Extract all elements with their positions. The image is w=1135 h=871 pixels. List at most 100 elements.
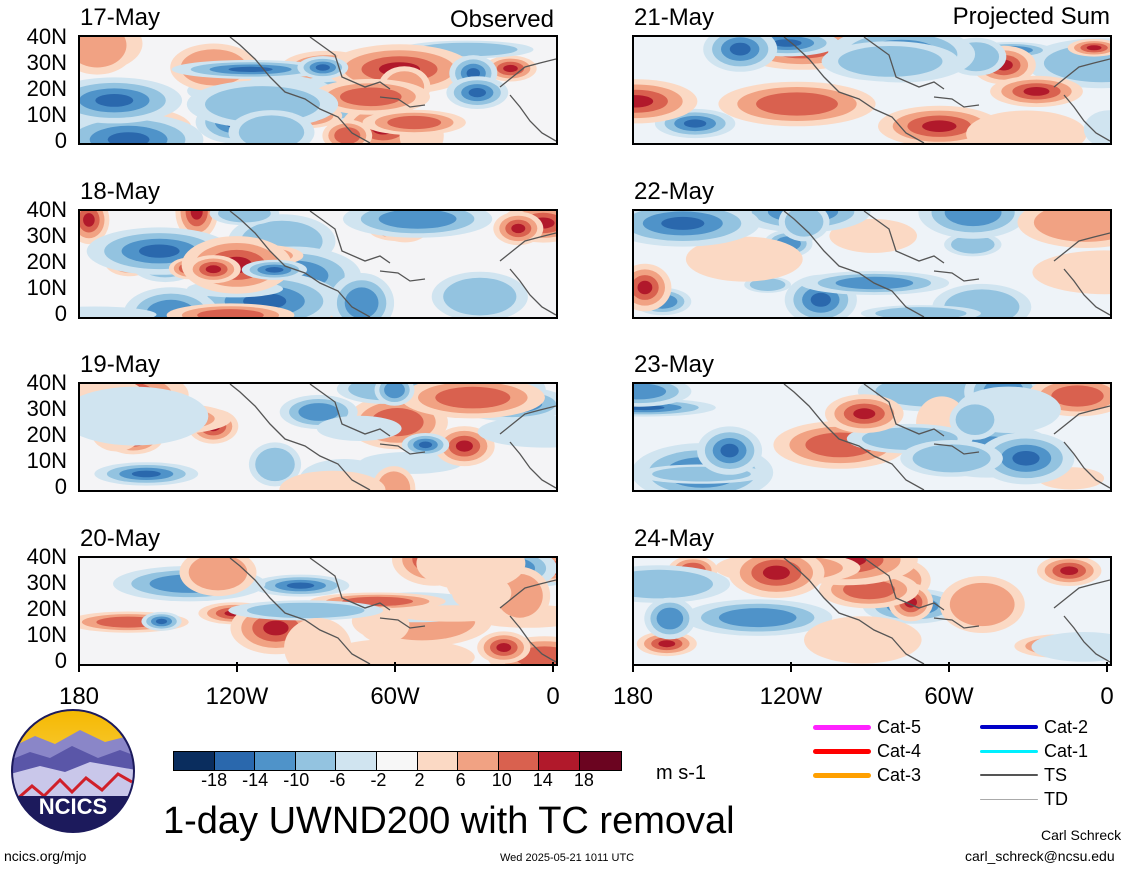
colorbar-swatch [417,752,459,770]
y-label: 0 [54,301,67,326]
coastline [499,579,556,609]
colorbar-swatch [214,752,256,770]
y-label: 20N [26,249,67,274]
legend-line [980,749,1038,753]
negative-anomaly [155,618,168,625]
negative-anomaly [784,211,824,237]
y-label: 40N [26,370,67,395]
coastline [863,211,945,264]
positive-anomaly [685,236,803,282]
map-panel-23-may [632,382,1112,492]
legend-item: TS [980,764,1067,786]
legend-line [980,774,1038,776]
units-label: m s-1 [656,762,706,784]
anomaly-field [80,558,556,664]
positive-anomaly [377,471,411,490]
x-tick [632,662,634,672]
legend-label: Cat-3 [877,764,922,785]
anomaly-field [634,211,1110,317]
positive-anomaly [511,223,526,234]
positive-anomaly [340,87,402,107]
y-label: 40N [26,544,67,569]
positive-anomaly [853,408,876,420]
y-label: 10N [26,275,67,300]
positive-anomaly [334,127,361,143]
positive-anomaly [804,616,922,664]
coastline [783,37,925,143]
x-label: 120W [759,683,823,710]
coastline [1053,405,1110,435]
positive-anomaly [1051,385,1104,407]
positive-anomaly [190,211,203,220]
author: Carl Schreck [1041,827,1122,843]
map-panel-20-may [78,556,558,666]
negative-anomaly [139,244,180,258]
main-title: 1-day UWND200 with TC removal [163,800,735,842]
y-label: 20N [26,76,67,101]
colorbar-swatch [498,752,540,770]
coastline [509,615,556,663]
email: carl_schreck@ncsu.edu [965,848,1115,864]
negative-anomaly [316,415,402,441]
negative-anomaly [246,602,365,619]
positive-anomaly [197,309,264,317]
coastline [379,443,426,455]
coastline [309,558,391,611]
coastline [1063,615,1110,663]
positive-anomaly [435,386,511,409]
anomaly-field [80,211,556,317]
legend-line [813,748,871,754]
negative-anomaly [656,607,684,630]
positive-anomaly [1033,211,1110,242]
coastline [863,384,945,437]
colorbar-swatch [458,752,499,770]
positive-anomaly [922,120,957,132]
colorbar-tick-label: -14 [242,770,269,790]
x-tick [78,662,80,672]
coastline [1053,579,1110,609]
negative-anomaly [955,404,995,435]
negative-anomaly [1031,632,1110,662]
negative-anomaly [718,608,797,628]
positive-anomaly [949,582,1015,627]
positive-anomaly [1086,45,1102,51]
coastline [783,558,925,664]
positive-anomaly [496,643,512,652]
legend-item: Cat-2 [980,716,1088,738]
anomaly-field [80,37,556,143]
positive-anomaly [756,92,838,116]
negative-anomaly [772,39,802,47]
panel-date: 24-May [634,525,715,552]
negative-anomaly [875,307,967,317]
coastline [499,58,556,88]
y-label: 10N [26,448,67,473]
colorbar-tick-label: -2 [370,770,387,790]
anomaly-field [634,37,1110,143]
coastline [933,617,980,629]
y-label: 20N [26,422,67,447]
coastline [509,94,556,142]
coastline [863,37,945,90]
panel-date: 17-May [80,4,161,31]
coastline [1063,441,1110,489]
legend-label: TS [1044,764,1068,785]
coastline [499,232,556,262]
x-label: 180 [612,683,654,710]
colorbar-tick-label: 2 [414,770,425,790]
negative-anomaly [729,42,751,56]
positive-anomaly [188,558,248,591]
site-url: ncics.org/mjo [4,848,87,864]
coastline [229,384,371,490]
positive-anomaly [387,115,442,130]
positive-anomaly [205,265,222,274]
negative-anomaly [378,211,457,229]
positive-anomaly [279,470,386,490]
coastline [863,558,945,611]
colorbar-swatch [376,752,418,770]
coastline [379,96,426,108]
negative-anomaly [912,444,991,473]
positive-anomaly [634,95,654,108]
x-tick [236,662,238,672]
negative-anomaly [384,384,405,399]
legend-label: Cat-1 [1044,740,1089,761]
